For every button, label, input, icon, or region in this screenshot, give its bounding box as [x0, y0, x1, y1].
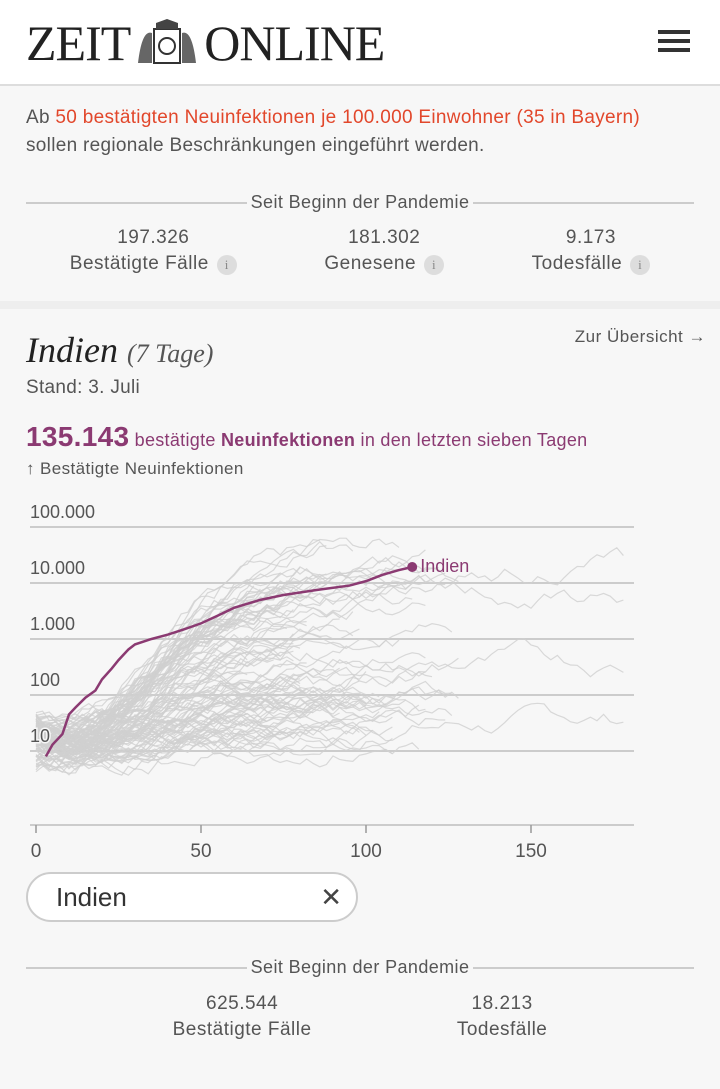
background-series-line — [35, 617, 307, 762]
logo-text-right: ONLINE — [204, 15, 385, 71]
background-series-line — [35, 639, 400, 746]
background-series-line — [35, 650, 294, 726]
overview-link[interactable]: Zur Übersicht → — [574, 327, 706, 346]
section-divider: Seit Beginn der Pandemie — [26, 192, 694, 213]
background-series-line — [35, 671, 248, 735]
background-series-line — [35, 704, 420, 776]
background-series-line — [35, 683, 459, 750]
background-series-line — [35, 713, 393, 776]
y-tick-label: 100 — [30, 670, 60, 690]
site-header: ZEIT ONLINE — [0, 0, 720, 86]
background-series-line — [35, 700, 248, 761]
x-tick-label: 100 — [350, 841, 382, 862]
section-divider: Seit Beginn der Pandemie — [26, 957, 694, 978]
y-tick-label: 1.000 — [30, 614, 75, 634]
background-series-line — [35, 606, 281, 739]
background-series-line — [35, 591, 426, 740]
as-of-date: Stand: 3. Juli — [26, 377, 141, 398]
background-series-line — [35, 561, 459, 772]
background-series-line — [35, 691, 327, 743]
background-series-line — [35, 547, 624, 753]
y-axis-label: ↑ Bestätigte Neuinfektionen — [26, 459, 244, 478]
stat-confirmed: 625.544 Bestätigte Fälle — [172, 993, 312, 1040]
stat-deaths: 9.173 Todesfälle i — [532, 225, 651, 277]
stat-recovered: 181.302 Genesene i — [324, 225, 445, 277]
hamburger-icon[interactable] — [658, 30, 690, 52]
close-icon[interactable]: ✕ — [320, 881, 342, 912]
zeit-online-logo[interactable]: ZEIT ONLINE — [26, 14, 385, 72]
country-title: Indien (7 Tage) — [26, 330, 214, 370]
x-tick-label: 50 — [190, 841, 211, 862]
info-icon[interactable]: i — [630, 255, 651, 275]
logo-text-left: ZEIT — [26, 15, 131, 71]
background-series-line — [35, 620, 307, 746]
country-panel: Indien (7 Tage) Zur Übersicht → Stand: 3… — [0, 309, 720, 1089]
background-series-line — [35, 638, 624, 739]
germany-summary: Ab 50 bestätigten Neuinfektionen je 100.… — [0, 86, 720, 301]
background-series-line — [35, 687, 452, 756]
background-series-line — [35, 693, 387, 774]
background-series-line — [35, 701, 340, 770]
background-series-line — [35, 540, 354, 730]
stat-confirmed: 197.326 Bestätigte Fälle i — [70, 225, 237, 277]
india-series-line — [44, 565, 413, 758]
background-series-line — [35, 666, 360, 756]
background-series-line — [35, 726, 393, 770]
india-series-label: Indien — [420, 556, 469, 576]
crest-icon — [138, 19, 197, 64]
background-series-line — [35, 624, 354, 752]
trajectory-chart: Indien100.00010.0001.00010010050100150Ta… — [29, 504, 634, 862]
x-tick-label: 150 — [515, 841, 547, 862]
y-tick-label: 100.000 — [30, 504, 95, 522]
background-series-line — [35, 539, 320, 773]
stat-deaths: 18.213 Todesfälle — [456, 993, 548, 1040]
background-series-line — [35, 545, 327, 741]
background-series-line — [35, 567, 327, 733]
india-endpoint-marker — [407, 562, 418, 573]
country-search-input[interactable]: Indien ✕ — [26, 872, 358, 922]
background-series-line — [35, 567, 301, 758]
x-tick-label: 0 — [31, 841, 42, 862]
weekly-count: 135.143 bestätigte Neuinfektionen in den… — [26, 421, 588, 452]
info-icon[interactable]: i — [216, 255, 237, 275]
background-series-line — [35, 674, 301, 747]
restriction-note: Ab 50 bestätigten Neuinfektionen je 100.… — [26, 107, 641, 156]
background-series-line — [35, 675, 301, 740]
y-tick-label: 10.000 — [30, 558, 85, 578]
y-tick-label: 10 — [30, 726, 50, 746]
background-series-line — [35, 649, 426, 752]
info-icon[interactable]: i — [424, 255, 445, 275]
restriction-link[interactable]: 50 bestätigten Neuinfektionen je 100.000… — [55, 107, 641, 128]
